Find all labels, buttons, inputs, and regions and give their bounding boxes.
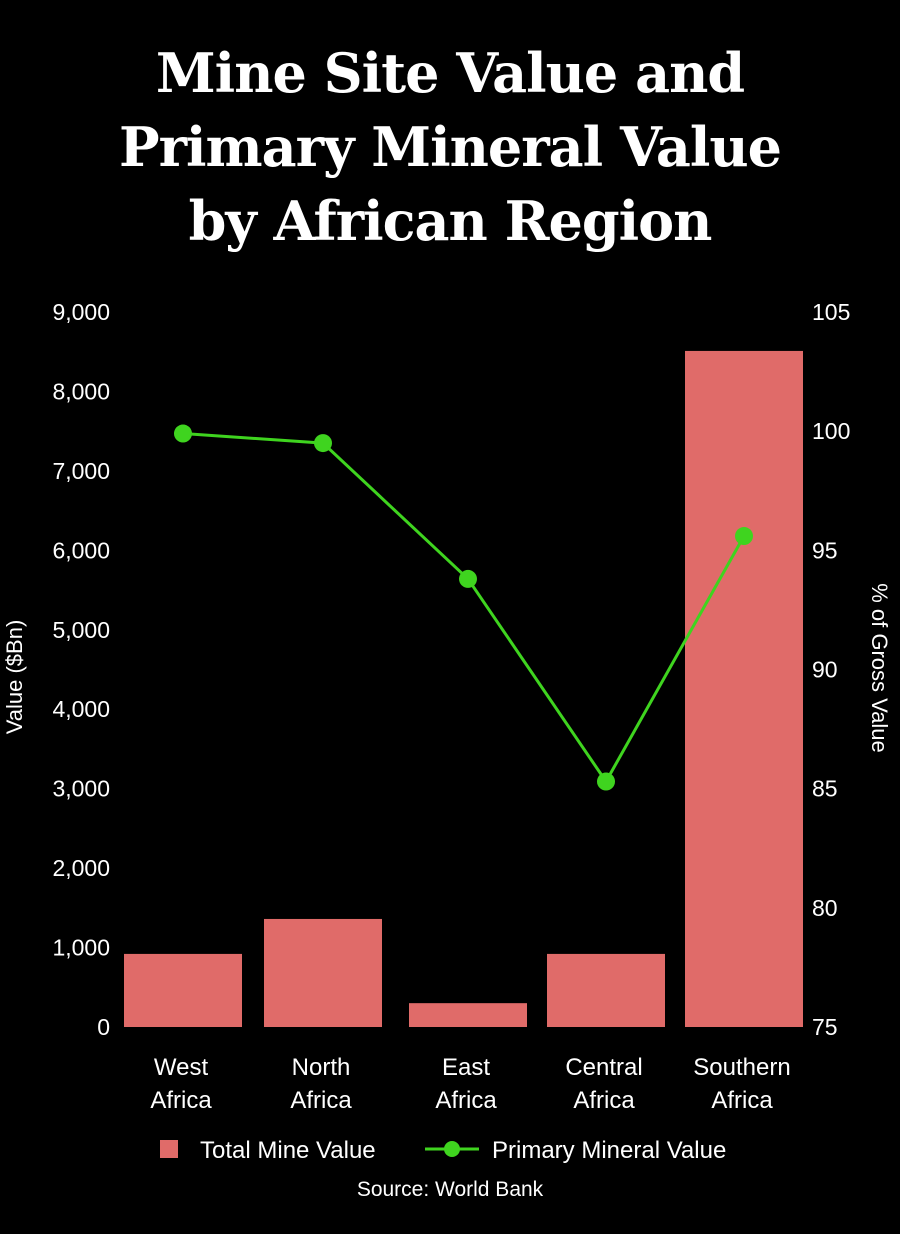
x-tick-label: Africa xyxy=(290,1087,352,1114)
x-tick-label: Central xyxy=(565,1054,642,1081)
x-tick-label: East xyxy=(442,1054,490,1081)
line-marker xyxy=(735,527,753,546)
left-axis-label: Value ($Bn) xyxy=(2,620,27,735)
y2-tick-label: 105 xyxy=(812,299,850,325)
y2-tick-label: 80 xyxy=(812,895,838,921)
bar-series xyxy=(124,350,803,1028)
y-tick-label: 5,000 xyxy=(52,617,110,643)
line-marker xyxy=(597,772,615,791)
x-tick-label: North xyxy=(292,1054,351,1081)
y-tick-label: 2,000 xyxy=(52,855,110,881)
left-y-axis: 0 1,000 2,000 3,000 4,000 5,000 6,000 7,000 8,00… xyxy=(52,299,110,1040)
bar xyxy=(124,953,242,1027)
right-axis-label: % of Gross Value xyxy=(867,583,892,753)
y2-tick-label: 95 xyxy=(812,537,838,563)
line-marker xyxy=(314,434,332,453)
line-marker xyxy=(174,424,192,443)
y-tick-label: 9,000 xyxy=(52,299,110,325)
legend-bar-swatch xyxy=(160,1140,178,1158)
line-series xyxy=(174,424,753,791)
x-axis: West Africa North Africa East Africa Central Af… xyxy=(150,1054,790,1114)
line-path xyxy=(182,432,746,785)
chart-title: Mine Site Value and Primary Mineral Valu… xyxy=(0,36,900,258)
bar xyxy=(685,350,803,1028)
y2-tick-label: 85 xyxy=(812,776,838,802)
source-note: Source: World Bank xyxy=(356,1178,544,1201)
y-tick-label: 8,000 xyxy=(52,378,110,404)
bar xyxy=(264,918,382,1027)
x-tick-label: Africa xyxy=(711,1087,773,1114)
y-tick-label: 4,000 xyxy=(52,696,110,722)
legend-bar-label: Total Mine Value xyxy=(200,1137,376,1164)
title-line-2: Primary Mineral Value xyxy=(118,115,782,179)
y2-tick-label: 75 xyxy=(812,1014,838,1040)
bar xyxy=(409,1003,527,1027)
y-tick-label: 7,000 xyxy=(52,458,110,484)
title-line-1: Mine Site Value and xyxy=(155,41,745,105)
right-y-axis: 75 80 85 90 95 100 105 xyxy=(812,299,850,1040)
y-tick-label: 3,000 xyxy=(52,776,110,802)
x-tick-label: West xyxy=(154,1054,209,1081)
legend-line-marker xyxy=(444,1141,460,1157)
y-tick-label: 6,000 xyxy=(52,537,110,563)
line-marker xyxy=(459,569,477,588)
bar xyxy=(547,953,665,1027)
x-tick-label: Africa xyxy=(573,1087,635,1114)
title-line-3: by African Region xyxy=(188,189,713,253)
y2-tick-label: 90 xyxy=(812,657,838,683)
x-tick-label: Africa xyxy=(435,1087,497,1114)
y-tick-label: 1,000 xyxy=(52,935,110,961)
x-tick-label: Africa xyxy=(150,1087,212,1114)
x-tick-label: Southern xyxy=(693,1054,790,1081)
legend: Total Mine Value Primary Mineral Value xyxy=(160,1137,726,1164)
y-tick-label: 0 xyxy=(97,1014,110,1040)
legend-line-label: Primary Mineral Value xyxy=(492,1137,726,1164)
y2-tick-label: 100 xyxy=(812,418,850,444)
